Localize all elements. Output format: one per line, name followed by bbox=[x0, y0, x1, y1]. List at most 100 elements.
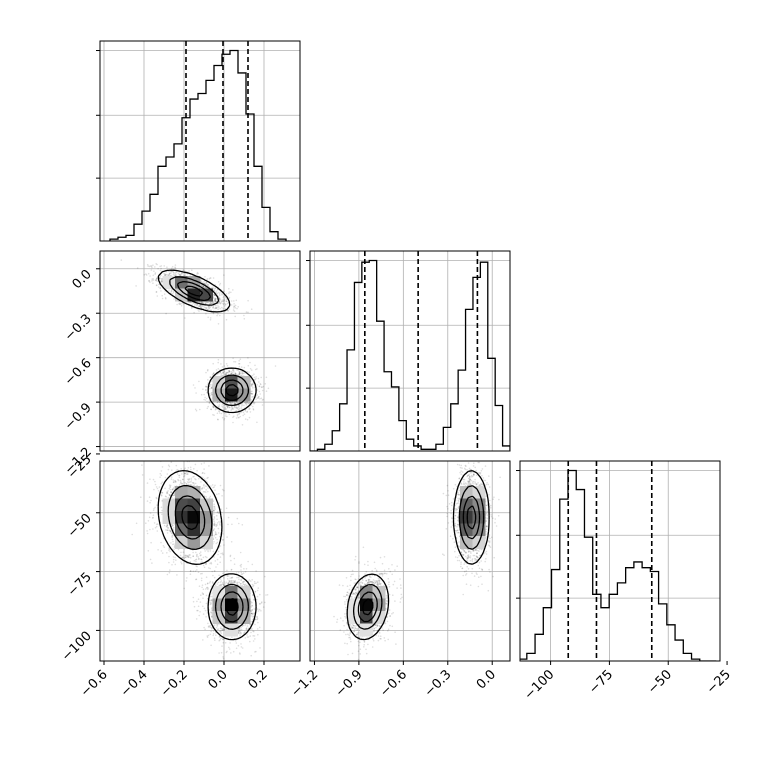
sample-point bbox=[183, 475, 185, 478]
sample-point bbox=[218, 636, 221, 638]
sample-point bbox=[209, 306, 212, 309]
sample-point bbox=[216, 524, 218, 527]
sample-point bbox=[250, 601, 252, 603]
sample-point bbox=[209, 595, 212, 598]
sample-point bbox=[218, 298, 221, 300]
sample-point bbox=[209, 319, 212, 321]
sample-point bbox=[219, 484, 222, 487]
sample-point bbox=[244, 637, 247, 639]
sample-point bbox=[203, 393, 205, 396]
sample-point bbox=[213, 522, 216, 524]
sample-point bbox=[233, 360, 235, 363]
sample-point bbox=[207, 405, 209, 408]
sample-point bbox=[200, 307, 202, 309]
sample-point bbox=[216, 518, 218, 521]
sample-point bbox=[223, 628, 226, 631]
sample-point bbox=[161, 481, 164, 484]
sample-point bbox=[195, 551, 197, 554]
sample-point bbox=[150, 265, 153, 268]
sample-point bbox=[215, 304, 217, 307]
sample-point bbox=[191, 482, 194, 484]
sample-point bbox=[225, 371, 228, 374]
sample-point bbox=[254, 623, 256, 626]
sample-point bbox=[164, 273, 166, 276]
sample-point bbox=[154, 506, 156, 509]
sample-point bbox=[153, 522, 156, 524]
sample-point bbox=[149, 478, 151, 481]
sample-point bbox=[212, 634, 214, 637]
sample-point bbox=[228, 296, 231, 299]
sample-point bbox=[169, 484, 172, 487]
sample-point bbox=[224, 408, 227, 410]
sample-point bbox=[160, 265, 163, 267]
sample-point bbox=[160, 267, 162, 270]
sample-point bbox=[250, 392, 252, 395]
sample-point bbox=[250, 610, 253, 612]
sample-point bbox=[174, 480, 176, 482]
sample-point bbox=[240, 579, 242, 582]
sample-point bbox=[230, 373, 232, 375]
sample-point bbox=[149, 528, 151, 531]
sample-point bbox=[235, 373, 237, 376]
sample-point bbox=[234, 373, 237, 375]
sample-point bbox=[201, 561, 203, 563]
sample-point bbox=[181, 272, 183, 274]
sample-point bbox=[170, 542, 172, 544]
sample-point bbox=[217, 532, 220, 534]
sample-point bbox=[214, 489, 216, 492]
sample-point bbox=[211, 387, 213, 389]
sample-point bbox=[166, 573, 169, 576]
sample-point bbox=[251, 609, 253, 611]
sample-point bbox=[238, 373, 241, 376]
sample-point bbox=[250, 390, 252, 393]
sample-point bbox=[248, 402, 250, 404]
sample-point bbox=[166, 273, 168, 276]
sample-point bbox=[174, 556, 176, 559]
sample-point bbox=[184, 472, 186, 475]
sample-point bbox=[215, 634, 217, 636]
sample-point bbox=[148, 516, 151, 519]
sample-point bbox=[200, 393, 203, 396]
sample-point bbox=[239, 634, 241, 637]
sample-point bbox=[222, 308, 224, 310]
sample-point bbox=[186, 481, 189, 483]
sample-point bbox=[198, 477, 200, 480]
sample-point bbox=[225, 293, 228, 295]
sample-point bbox=[214, 639, 216, 641]
sample-point bbox=[193, 482, 195, 485]
sample-point bbox=[265, 390, 268, 393]
sample-point bbox=[234, 402, 236, 405]
sample-point bbox=[213, 414, 215, 417]
sample-point bbox=[224, 303, 227, 306]
sample-point bbox=[228, 648, 231, 650]
sample-point bbox=[205, 385, 207, 388]
sample-point bbox=[152, 528, 154, 530]
sample-point bbox=[210, 302, 213, 304]
sample-point bbox=[241, 372, 244, 375]
sample-point bbox=[214, 533, 217, 535]
sample-point bbox=[181, 483, 183, 485]
sample-point bbox=[183, 474, 186, 477]
sample-point bbox=[219, 556, 222, 558]
sample-point bbox=[251, 583, 254, 586]
sample-point bbox=[251, 628, 253, 630]
sample-point bbox=[187, 556, 190, 558]
sample-point bbox=[168, 548, 171, 550]
sample-point bbox=[169, 529, 171, 532]
sample-point bbox=[232, 289, 234, 291]
sample-point bbox=[180, 551, 182, 554]
sample-point bbox=[222, 583, 224, 586]
sample-point bbox=[256, 421, 258, 424]
sample-point bbox=[166, 525, 168, 528]
sample-point bbox=[156, 277, 158, 279]
sample-point bbox=[235, 409, 238, 412]
sample-point bbox=[250, 654, 252, 657]
histogram-frame-3 bbox=[519, 460, 721, 662]
sample-point bbox=[216, 558, 219, 561]
sample-point bbox=[240, 646, 243, 648]
sample-point bbox=[172, 524, 174, 526]
sample-point bbox=[234, 307, 237, 309]
sample-point bbox=[213, 505, 216, 508]
sample-point bbox=[204, 399, 207, 401]
sample-point bbox=[160, 550, 163, 552]
